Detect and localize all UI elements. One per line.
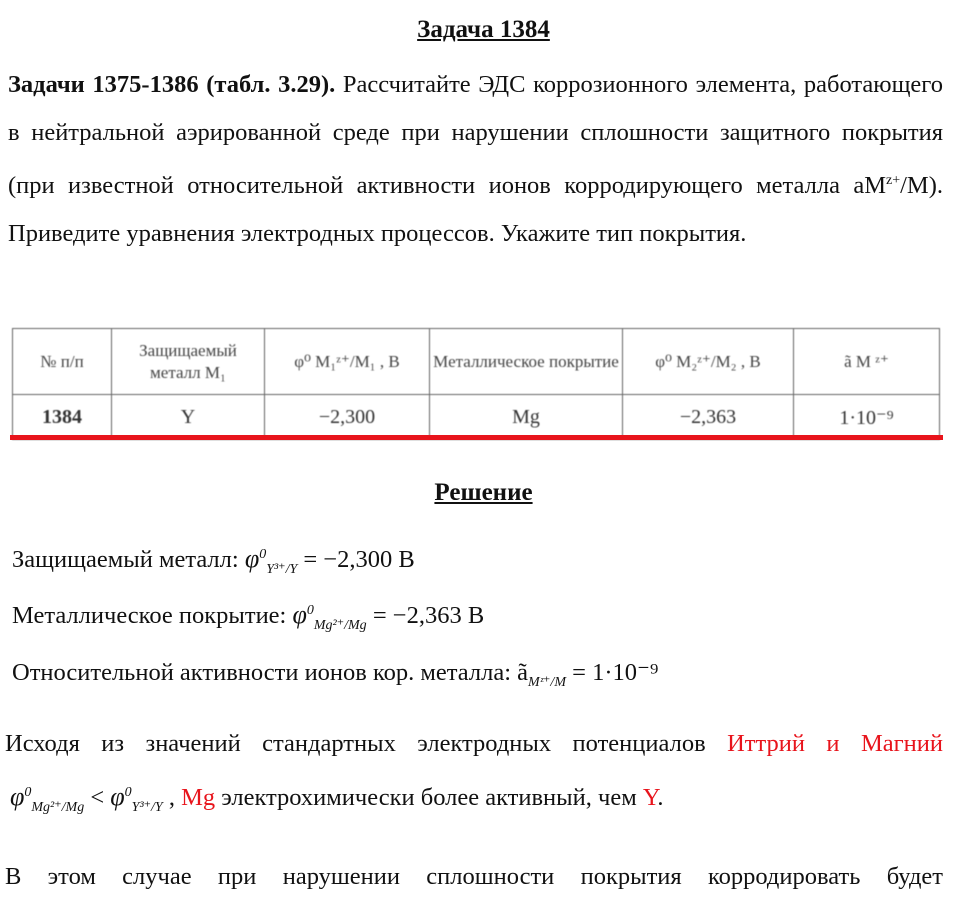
- text: Исходя из значений стандартных электродн…: [5, 730, 728, 757]
- page-title: Задача 1384: [417, 16, 550, 43]
- td: Y: [111, 394, 265, 440]
- a-tilde: ã: [517, 659, 528, 686]
- sub: Y³⁺/Y: [266, 561, 298, 577]
- sup: 0: [124, 784, 132, 800]
- value: = 1·10⁻⁹: [566, 659, 659, 686]
- metals-red: Иттрий и Магний: [727, 730, 944, 757]
- task-text-2: /M). Приведите уравнения электродных про…: [8, 172, 943, 248]
- th: Защищаемый металл M₁: [111, 328, 265, 395]
- paragraph-1: Исходя из значений стандартных электродн…: [5, 720, 943, 768]
- th: φ⁰ M₁ᶻ⁺/M₁ , В: [264, 328, 430, 395]
- phi: φ: [292, 600, 307, 629]
- sub: Mg²⁺/Mg: [31, 799, 85, 815]
- comma: ,: [162, 784, 182, 811]
- td: −2,363: [622, 394, 794, 440]
- label: Защищаемый металл:: [12, 546, 245, 573]
- mg-red: Mg: [181, 784, 216, 811]
- task-sup: z+: [886, 173, 901, 188]
- th: Металлическое покрытие: [429, 328, 623, 395]
- value: = −2,363 В: [366, 602, 485, 629]
- sup: 0: [306, 602, 314, 618]
- red-divider: [10, 435, 943, 440]
- line-protected-metal: Защищаемый металл: φ0Y³⁺/Y = −2,300 В: [12, 544, 415, 578]
- th: φ⁰ M₂ᶻ⁺/M₂ , В: [622, 328, 794, 395]
- label: Металлическое покрытие:: [12, 602, 293, 629]
- paragraph-3: В этом случае при нарушении сплошности п…: [5, 863, 943, 890]
- sub: Mᶻ⁺/M: [528, 674, 566, 690]
- text: электрохимически более активный, чем: [215, 784, 643, 811]
- sup: 0: [24, 784, 32, 800]
- th: № п/п: [12, 328, 112, 395]
- line-coating: Металлическое покрытие: φ0Mg²⁺/Mg = −2,3…: [12, 600, 484, 634]
- th: ã M ᶻ⁺: [793, 328, 940, 395]
- td: 1·10⁻⁹: [793, 394, 940, 440]
- table-row: 1384 Y −2,300 Mg −2,363 1·10⁻⁹: [12, 394, 940, 440]
- data-table: № п/п Защищаемый металл M₁ φ⁰ M₁ᶻ⁺/M₁ , …: [12, 328, 940, 440]
- task-text-1: Рассчитайте ЭДС коррозионного элемента, …: [8, 71, 943, 200]
- sub: Mg²⁺/Mg: [313, 617, 367, 633]
- solution-title: Решение: [434, 479, 533, 506]
- paragraph-2: φ0Mg²⁺/Mg < φ0Y³⁺/Y , Mg электрохимическ…: [10, 782, 664, 816]
- task-text: Задачи 1375-1386 (табл. 3.29). Рассчитай…: [8, 61, 943, 258]
- y-red: Y: [642, 784, 658, 811]
- td: Mg: [429, 394, 623, 440]
- phi: φ: [244, 544, 260, 573]
- value: = −2,300 В: [297, 546, 415, 573]
- sup: 0: [259, 546, 267, 562]
- phi: φ: [110, 782, 125, 811]
- line-activity: Относительной активности ионов кор. мета…: [12, 657, 658, 691]
- label: Относительной активности ионов кор. мета…: [12, 659, 518, 686]
- sub: Y³⁺/Y: [131, 799, 163, 815]
- td: −2,300: [264, 394, 430, 440]
- td: 1384: [12, 394, 112, 440]
- period: .: [657, 784, 664, 811]
- lt: <: [84, 784, 111, 811]
- task-ref: Задачи 1375-1386 (табл. 3.29).: [8, 71, 336, 98]
- table-header-row: № п/п Защищаемый металл M₁ φ⁰ M₁ᶻ⁺/M₁ , …: [12, 328, 940, 395]
- phi: φ: [10, 782, 25, 811]
